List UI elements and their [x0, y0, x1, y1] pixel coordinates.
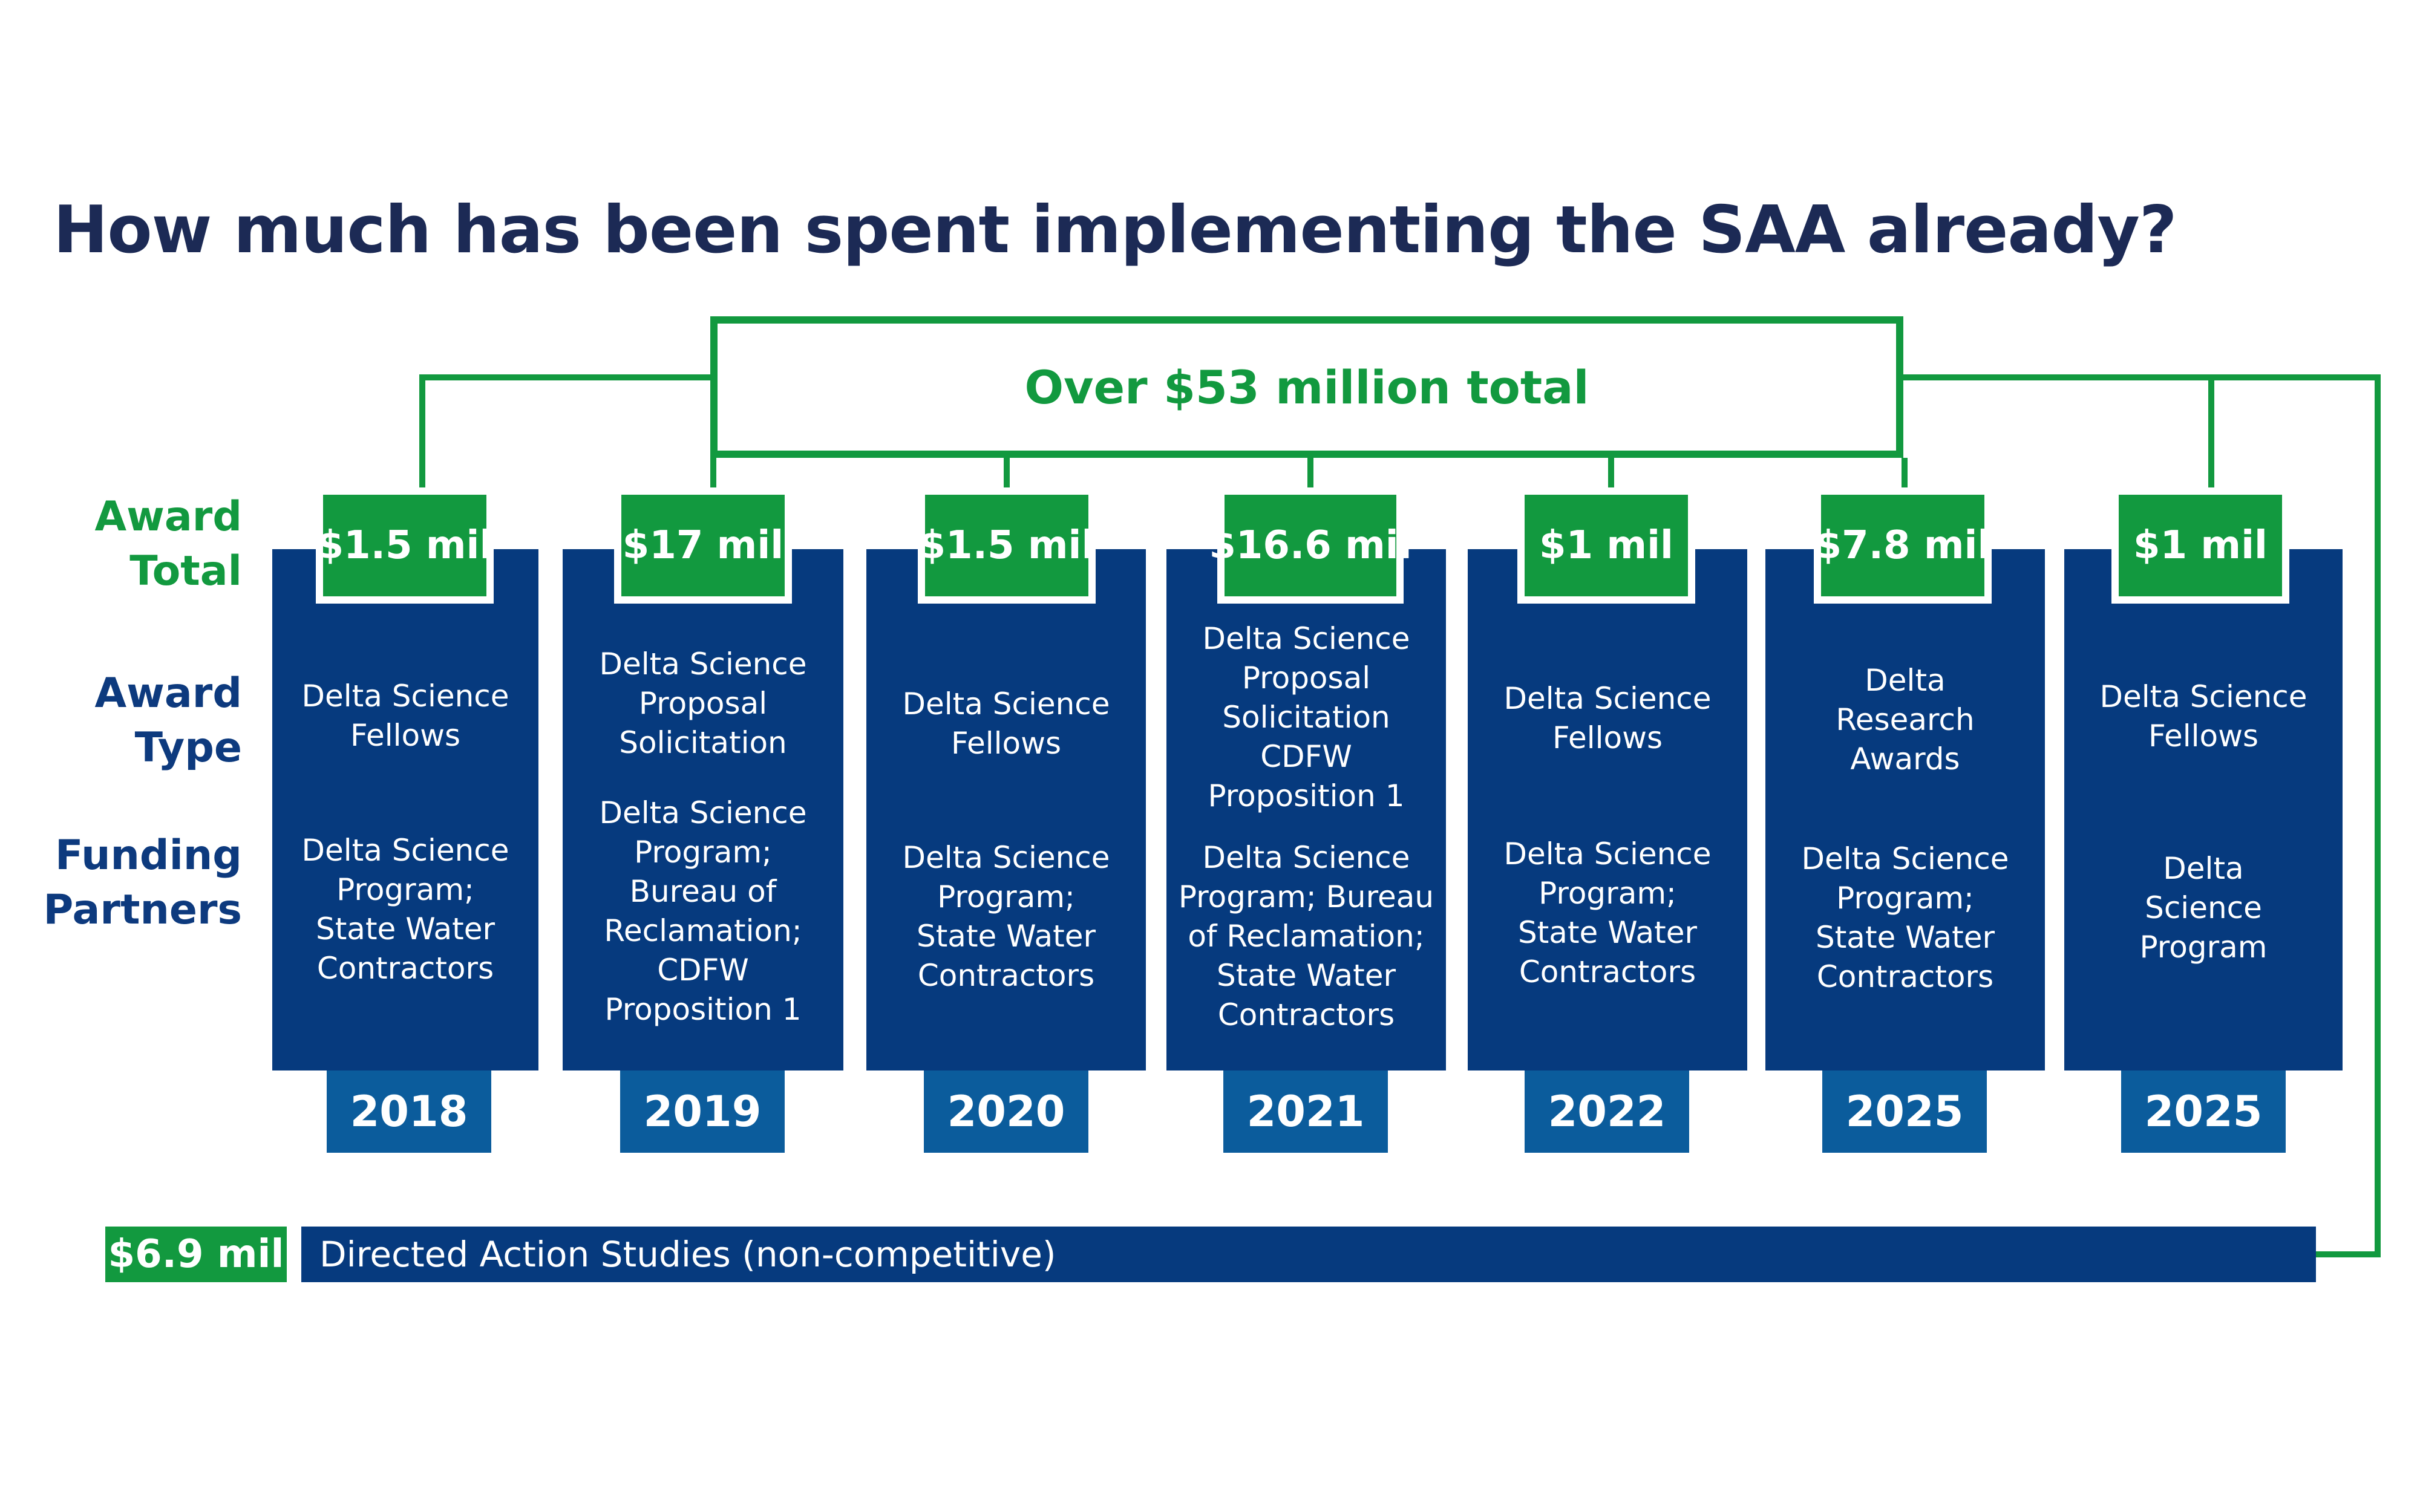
directed-studies-amount: $6.9 mil: [105, 1227, 287, 1282]
funding-partners-2019: Delta Science Program; Bureau of Reclama…: [599, 795, 807, 1027]
connector-2025b: [1903, 374, 2214, 496]
award-type-2018: Delta Science Fellows: [301, 679, 509, 753]
award-type-2019: Delta Science Proposal Solicitation: [599, 647, 807, 760]
connector-directed: [2211, 374, 2381, 1257]
total-box: Over $53 million total: [710, 316, 1903, 458]
funding-partners-2025a: Delta Science Program; State Water Contr…: [1801, 841, 2009, 994]
award-type-2025a: Delta Research Awards: [1836, 663, 1975, 777]
award-type-2020: Delta Science Fellows: [902, 686, 1110, 761]
award-total-2025a: $7.8 mil: [1814, 487, 1992, 604]
award-total-2021: $16.6 mil: [1209, 487, 1412, 604]
award-total-2019: $17 mil: [614, 487, 792, 604]
funding-partners-2022: Delta Science Program; State Water Contr…: [1503, 836, 1712, 989]
award-card-2022: Delta Science Fellows Delta Science Prog…: [1468, 549, 1747, 1070]
page-title: How much has been spent implementing the…: [53, 192, 2177, 268]
funding-partners-2018: Delta Science Program; State Water Contr…: [301, 833, 509, 986]
year-badge-2025a: 2025: [1822, 1070, 1987, 1153]
year-badge-2022: 2022: [1525, 1070, 1689, 1153]
row-label-award-type: Award Type: [94, 670, 242, 772]
year-badge-2018: 2018: [327, 1070, 491, 1153]
award-card-2025b: Delta Science Fellows Delta Science Prog…: [2064, 549, 2343, 1070]
row-label-funding-partners: Funding Partners: [43, 832, 242, 934]
row-label-award-total: Award Total: [94, 493, 242, 595]
directed-studies-bar: Directed Action Studies (non-competitive…: [301, 1227, 2316, 1282]
year-badge-2020: 2020: [924, 1070, 1088, 1153]
award-total-2025b: $1 mil: [2111, 487, 2289, 604]
connector-2018: [419, 374, 710, 496]
year-badge-2021: 2021: [1223, 1070, 1388, 1153]
award-card-2018: Delta Science Fellows Delta Science Prog…: [272, 549, 538, 1070]
award-type-2021: Delta Science Proposal Solicitation CDFW…: [1202, 621, 1410, 813]
award-card-2025a: Delta Research Awards Delta Science Prog…: [1765, 549, 2045, 1070]
award-total-2020: $1.5 mil: [918, 487, 1096, 604]
year-badge-2025b: 2025: [2121, 1070, 2286, 1153]
funding-partners-2020: Delta Science Program; State Water Contr…: [902, 840, 1110, 993]
year-badge-2019: 2019: [620, 1070, 785, 1153]
award-total-2018: $1.5 mil: [316, 487, 494, 604]
funding-partners-2025b: Delta Science Program: [2139, 851, 2268, 965]
award-type-2025b: Delta Science Fellows: [2099, 679, 2307, 754]
award-total-2022: $1 mil: [1517, 487, 1695, 604]
directed-studies-label: Directed Action Studies (non-competitive…: [319, 1234, 1056, 1275]
award-card-2021: Delta Science Proposal Solicitation CDFW…: [1166, 549, 1446, 1070]
award-card-2019: Delta Science Proposal Solicitation Delt…: [563, 549, 843, 1070]
award-type-2022: Delta Science Fellows: [1503, 681, 1712, 755]
award-card-2020: Delta Science Fellows Delta Science Prog…: [866, 549, 1146, 1070]
funding-partners-2021: Delta Science Program; Bureau of Reclama…: [1178, 840, 1434, 1032]
